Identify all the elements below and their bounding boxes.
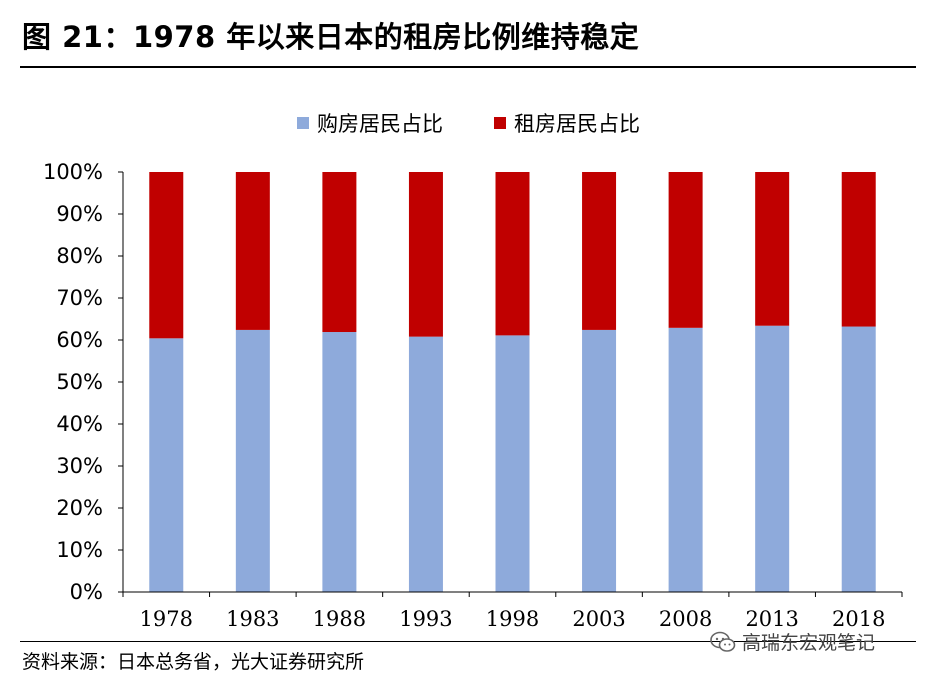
bar-owner-1988: [322, 332, 357, 592]
x-tick-label-2013: 2013: [745, 607, 798, 631]
bar-renter-1983: [235, 172, 270, 330]
y-tick-label: 60%: [56, 328, 103, 352]
x-tick-label-1988: 1988: [313, 607, 366, 631]
y-tick-label: 20%: [56, 496, 103, 520]
y-tick-label: 50%: [56, 370, 103, 394]
y-tick-label: 70%: [56, 286, 103, 310]
x-tick-label-1978: 1978: [140, 607, 193, 631]
legend-swatch-renter: [494, 117, 506, 129]
bar-renter-1988: [322, 172, 357, 333]
bar-renter-1993: [408, 172, 443, 337]
wechat-icon: [710, 631, 736, 652]
bars-group: [149, 172, 876, 592]
bar-renter-2018: [841, 172, 876, 327]
bar-owner-2003: [582, 329, 617, 592]
bar-owner-1998: [495, 335, 530, 592]
x-tick-label-1998: 1998: [486, 607, 539, 631]
x-tick-label-1993: 1993: [399, 607, 452, 631]
bar-renter-2008: [668, 172, 703, 328]
bar-owner-2018: [841, 326, 876, 592]
bar-renter-2013: [755, 172, 790, 326]
legend-label-renter: 租房居民占比: [514, 112, 640, 136]
x-tick-label-1983: 1983: [226, 607, 279, 631]
watermark: 高瑞东宏观笔记: [710, 628, 875, 655]
y-tick-label: 0%: [70, 580, 103, 604]
bar-renter-1998: [495, 172, 530, 336]
footer-divider: [20, 641, 916, 642]
y-tick-label: 10%: [56, 538, 103, 562]
bar-owner-2008: [668, 327, 703, 592]
watermark-text: 高瑞东宏观笔记: [742, 632, 876, 654]
bar-owner-1993: [408, 336, 443, 592]
y-tick-label: 90%: [56, 202, 103, 226]
title-divider: [20, 66, 916, 68]
y-tick-label: 40%: [56, 412, 103, 436]
bar-owner-1978: [149, 338, 184, 592]
x-tick-label-2003: 2003: [572, 607, 625, 631]
x-tick-label-2008: 2008: [659, 607, 712, 631]
legend-swatch-owner: [297, 117, 309, 129]
chart-title: 图 21：1978 年以来日本的租房比例维持稳定: [22, 20, 640, 54]
source-note: 资料来源：日本总务省，光大证券研究所: [22, 651, 365, 673]
y-tick-label: 80%: [56, 244, 103, 268]
legend: 购房居民占比 租房居民占比: [297, 112, 640, 136]
x-tick-label-2018: 2018: [832, 607, 885, 631]
bar-owner-2013: [755, 325, 790, 592]
axes-group: 0% 10% 20% 30% 40% 50% 60% 70% 80% 90% 100% 1978 198…: [43, 160, 903, 631]
bar-renter-1978: [149, 172, 184, 339]
y-tick-label: 30%: [56, 454, 103, 478]
y-tick-label: 100%: [43, 160, 103, 184]
legend-label-owner: 购房居民占比: [317, 112, 443, 136]
bar-renter-2003: [582, 172, 617, 330]
bar-owner-1983: [235, 329, 270, 592]
